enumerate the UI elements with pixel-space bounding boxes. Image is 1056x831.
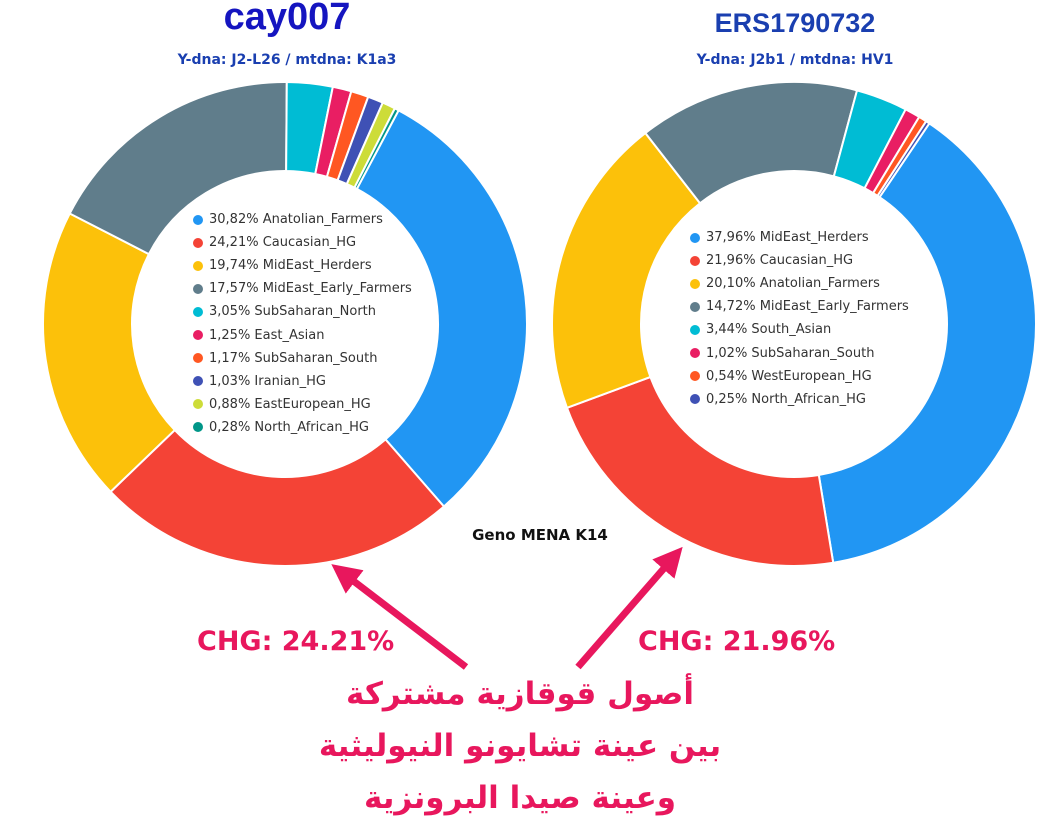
legend-marker — [193, 237, 203, 248]
legend-label: 0,54% WestEuropean_HG — [706, 368, 872, 384]
legend-item: 17,57% MidEast_Early_Farmers — [193, 277, 412, 300]
legend-label: 1,17% SubSaharan_South — [209, 350, 378, 366]
slice-caucasian-hg — [565, 375, 835, 567]
arrow-right — [575, 546, 683, 670]
slice-mideast-herders — [42, 212, 177, 494]
arrow-left — [331, 564, 469, 670]
legend-marker — [193, 306, 203, 317]
chg-annotation-left: CHG: 24.21% — [197, 626, 395, 657]
legend-label: 0,28% North_African_HG — [209, 419, 369, 435]
legend-label: 3,05% SubSaharan_North — [209, 304, 377, 320]
legend-marker — [193, 353, 203, 364]
slice-mideast-herders — [817, 121, 1037, 564]
legend-item: 0,54% WestEuropean_HG — [690, 365, 909, 388]
arabic-caption-line: أصول قوقازية مشتركة — [346, 676, 694, 712]
legend-left: 30,82% Anatolian_Farmers 24,21% Caucasian… — [193, 208, 412, 439]
legend-marker — [690, 324, 700, 335]
chg-annotation-right: CHG: 21.96% — [638, 626, 836, 657]
legend-marker — [193, 422, 203, 433]
legend-label: 1,02% SubSaharan_South — [706, 345, 875, 361]
legend-marker — [690, 371, 700, 382]
slice-anatolian-farmers — [355, 108, 528, 508]
legend-label: 14,72% MidEast_Early_Farmers — [706, 299, 909, 315]
legend-item: 3,44% South_Asian — [690, 318, 909, 341]
legend-marker — [690, 278, 700, 289]
center-label: Geno MENA K14 — [472, 526, 608, 544]
legend-label: 21,96% Caucasian_HG — [706, 253, 854, 269]
donut-chart-cay007 — [42, 80, 528, 567]
legend-marker — [690, 255, 700, 266]
legend-marker — [193, 399, 203, 410]
legend-item: 1,25% East_Asian — [193, 323, 412, 346]
legend-label: 0,25% North_African_HG — [706, 391, 866, 407]
slice-anatolian-farmers — [551, 131, 702, 410]
arabic-caption-line: بين عينة تشايونو النيوليثية — [318, 728, 722, 764]
legend-label: 24,21% Caucasian_HG — [209, 235, 357, 251]
donut-chart-ers1790732 — [551, 81, 1037, 567]
legend-item: 19,74% MidEast_Herders — [193, 254, 412, 277]
legend-item: 21,96% Caucasian_HG — [690, 249, 909, 272]
chart-title-left: cay007 — [223, 0, 351, 38]
legend-marker — [193, 283, 203, 294]
legend-item: 30,82% Anatolian_Farmers — [193, 208, 412, 231]
slice-north-african-hg — [353, 107, 400, 191]
slice-north-african-hg — [876, 119, 931, 199]
legend-label: 19,74% MidEast_Herders — [209, 258, 372, 274]
arabic-caption-line: وعينة صيدا البرونزية — [363, 780, 677, 816]
legend-label: 1,25% East_Asian — [209, 327, 325, 343]
legend-item: 1,17% SubSaharan_South — [193, 347, 412, 370]
legend-item: 37,96% MidEast_Herders — [690, 226, 909, 249]
legend-label: 0,88% EastEuropean_HG — [209, 396, 371, 412]
legend-marker — [690, 232, 700, 243]
legend-marker — [193, 376, 203, 387]
legend-item: 3,05% SubSaharan_North — [193, 300, 412, 323]
legend-marker — [690, 394, 700, 405]
legend-item: 0,88% EastEuropean_HG — [193, 393, 412, 416]
chart-title-right: ERS1790732 — [714, 8, 876, 38]
legend-label: 37,96% MidEast_Herders — [706, 230, 869, 246]
legend-label: 17,57% MidEast_Early_Farmers — [209, 281, 412, 297]
legend-marker — [193, 214, 203, 225]
legend-marker — [690, 348, 700, 359]
arabic-caption: أصول قوقازية مشتركة بين عينة تشايونو الن… — [290, 668, 750, 824]
legend-label: 20,10% Anatolian_Farmers — [706, 276, 880, 292]
legend-right: 37,96% MidEast_Herders 21,96% Caucasian_H… — [690, 226, 909, 411]
legend-marker — [690, 301, 700, 312]
legend-label: 1,03% Iranian_HG — [209, 373, 326, 389]
legend-item: 0,28% North_African_HG — [193, 416, 412, 439]
legend-item: 0,25% North_African_HG — [690, 388, 909, 411]
chart-subtitle-left: Y-dna: J2-L26 / mtdna: K1a3 — [177, 52, 397, 68]
legend-marker — [193, 260, 203, 271]
legend-item: 1,03% Iranian_HG — [193, 370, 412, 393]
legend-marker — [193, 330, 203, 341]
legend-item: 24,21% Caucasian_HG — [193, 231, 412, 254]
legend-label: 3,44% South_Asian — [706, 322, 832, 338]
legend-item: 1,02% SubSaharan_South — [690, 341, 909, 364]
legend-item: 20,10% Anatolian_Farmers — [690, 272, 909, 295]
legend-label: 30,82% Anatolian_Farmers — [209, 212, 383, 228]
legend-item: 14,72% MidEast_Early_Farmers — [690, 295, 909, 318]
slice-caucasian-hg — [109, 428, 446, 567]
chart-subtitle-right: Y-dna: J2b1 / mtdna: HV1 — [696, 52, 894, 68]
